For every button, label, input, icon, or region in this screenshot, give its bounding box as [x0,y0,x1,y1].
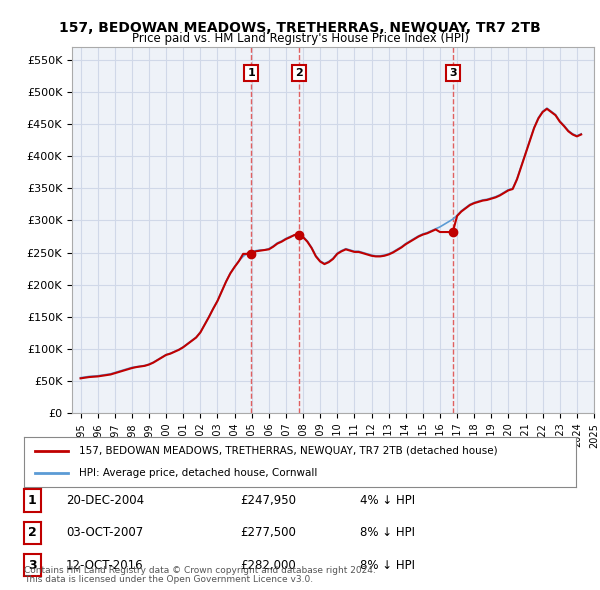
Text: This data is licensed under the Open Government Licence v3.0.: This data is licensed under the Open Gov… [24,575,313,584]
Text: £277,500: £277,500 [240,526,296,539]
Text: £282,000: £282,000 [240,559,296,572]
Text: 20-DEC-2004: 20-DEC-2004 [66,494,144,507]
Text: 12-OCT-2016: 12-OCT-2016 [66,559,143,572]
Text: Contains HM Land Registry data © Crown copyright and database right 2024.: Contains HM Land Registry data © Crown c… [24,566,376,575]
Text: HPI: Average price, detached house, Cornwall: HPI: Average price, detached house, Corn… [79,468,317,478]
Text: 03-OCT-2007: 03-OCT-2007 [66,526,143,539]
Text: 4% ↓ HPI: 4% ↓ HPI [360,494,415,507]
Text: 8% ↓ HPI: 8% ↓ HPI [360,526,415,539]
Text: Price paid vs. HM Land Registry's House Price Index (HPI): Price paid vs. HM Land Registry's House … [131,32,469,45]
Text: 157, BEDOWAN MEADOWS, TRETHERRAS, NEWQUAY, TR7 2TB: 157, BEDOWAN MEADOWS, TRETHERRAS, NEWQUA… [59,21,541,35]
Text: 1: 1 [28,494,37,507]
Text: 2: 2 [295,68,302,78]
Text: 1: 1 [247,68,255,78]
Text: 8% ↓ HPI: 8% ↓ HPI [360,559,415,572]
Text: 3: 3 [449,68,457,78]
Text: 157, BEDOWAN MEADOWS, TRETHERRAS, NEWQUAY, TR7 2TB (detached house): 157, BEDOWAN MEADOWS, TRETHERRAS, NEWQUA… [79,445,498,455]
Text: £247,950: £247,950 [240,494,296,507]
Text: 3: 3 [28,559,37,572]
Text: 2: 2 [28,526,37,539]
